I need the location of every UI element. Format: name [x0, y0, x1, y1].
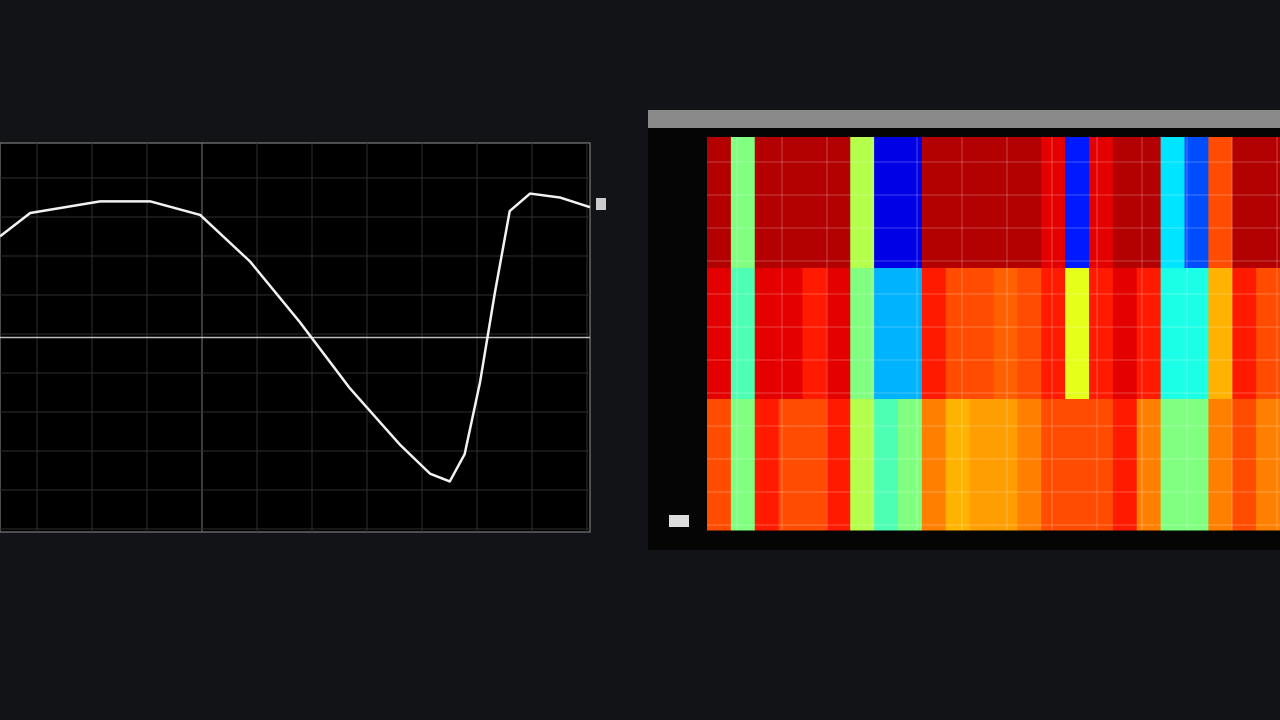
heat-cell	[1041, 268, 1066, 400]
heat-cell	[826, 268, 851, 400]
heat-cell	[993, 137, 1018, 269]
heat-cell	[898, 399, 923, 531]
heat-cell	[969, 268, 994, 400]
heat-cell	[921, 137, 947, 269]
marker-box	[596, 198, 606, 210]
heat-cell	[778, 137, 803, 269]
heat-cell	[1089, 399, 1114, 531]
heatmap-chart	[707, 137, 1280, 531]
heat-cell	[850, 399, 875, 531]
heat-cell	[1232, 399, 1257, 531]
heat-cell	[802, 268, 827, 400]
heat-cell	[850, 137, 875, 269]
heat-cell	[1112, 137, 1138, 269]
heat-cell	[1232, 268, 1257, 400]
heat-cell	[921, 268, 947, 400]
heat-cell	[707, 399, 732, 531]
heat-cell	[1041, 137, 1066, 269]
heat-cell	[1065, 137, 1090, 269]
waveform	[0, 192, 591, 483]
heat-cell	[1160, 399, 1185, 531]
title-bar[interactable]	[648, 110, 1280, 128]
heat-cell	[754, 399, 780, 531]
heat-cell	[730, 268, 756, 400]
heat-cell	[754, 137, 780, 269]
heat-cell	[1184, 137, 1209, 269]
heat-cell	[850, 268, 875, 400]
heat-cell	[1208, 399, 1233, 531]
heat-cell	[826, 399, 851, 531]
heat-cell	[1041, 399, 1066, 531]
heat-cell	[1136, 268, 1162, 400]
heat-cell	[754, 268, 780, 400]
heat-cell	[1256, 137, 1280, 269]
heat-cell	[898, 268, 923, 400]
heat-cell	[1256, 268, 1280, 400]
heat-cell	[826, 137, 851, 269]
heat-cell	[1017, 268, 1042, 400]
heat-cell	[802, 137, 827, 269]
heat-cell	[1256, 399, 1280, 531]
heat-cell	[1065, 399, 1090, 531]
heat-cell	[1184, 268, 1209, 400]
heat-cell	[707, 268, 732, 400]
heat-cell	[969, 137, 994, 269]
line-chart	[0, 143, 591, 532]
heat-cell	[1089, 137, 1114, 269]
heat-cell	[1112, 399, 1138, 531]
heat-cell	[707, 137, 732, 269]
heat-cell	[1017, 399, 1042, 531]
heat-cell	[874, 399, 899, 531]
heat-cell	[945, 268, 971, 400]
heat-cell	[1208, 137, 1233, 269]
heat-cell	[1208, 268, 1233, 400]
heat-cell	[1184, 399, 1209, 531]
heat-cell	[969, 399, 994, 531]
heat-cell	[874, 268, 899, 400]
heat-cell	[898, 137, 923, 269]
heat-cell	[730, 399, 756, 531]
heat-cell	[921, 399, 947, 531]
heat-cell	[945, 399, 971, 531]
heat-cell	[778, 399, 803, 531]
heat-cell	[993, 268, 1018, 400]
heat-cell	[1089, 268, 1114, 400]
heat-cell	[1136, 137, 1162, 269]
heat-cell	[730, 137, 756, 269]
heat-cell	[802, 399, 827, 531]
heat-cell	[1136, 399, 1162, 531]
heat-cell	[1160, 137, 1185, 269]
colorbar-swatch	[669, 515, 689, 527]
heat-cell	[1017, 137, 1042, 269]
heat-cell	[1112, 268, 1138, 400]
heat-cell	[778, 268, 803, 400]
heat-cell	[874, 137, 899, 269]
heat-cell	[945, 137, 971, 269]
heat-cell	[1232, 137, 1257, 269]
heat-cell	[1065, 268, 1090, 400]
heat-cell	[1160, 268, 1185, 400]
heat-cell	[993, 399, 1018, 531]
